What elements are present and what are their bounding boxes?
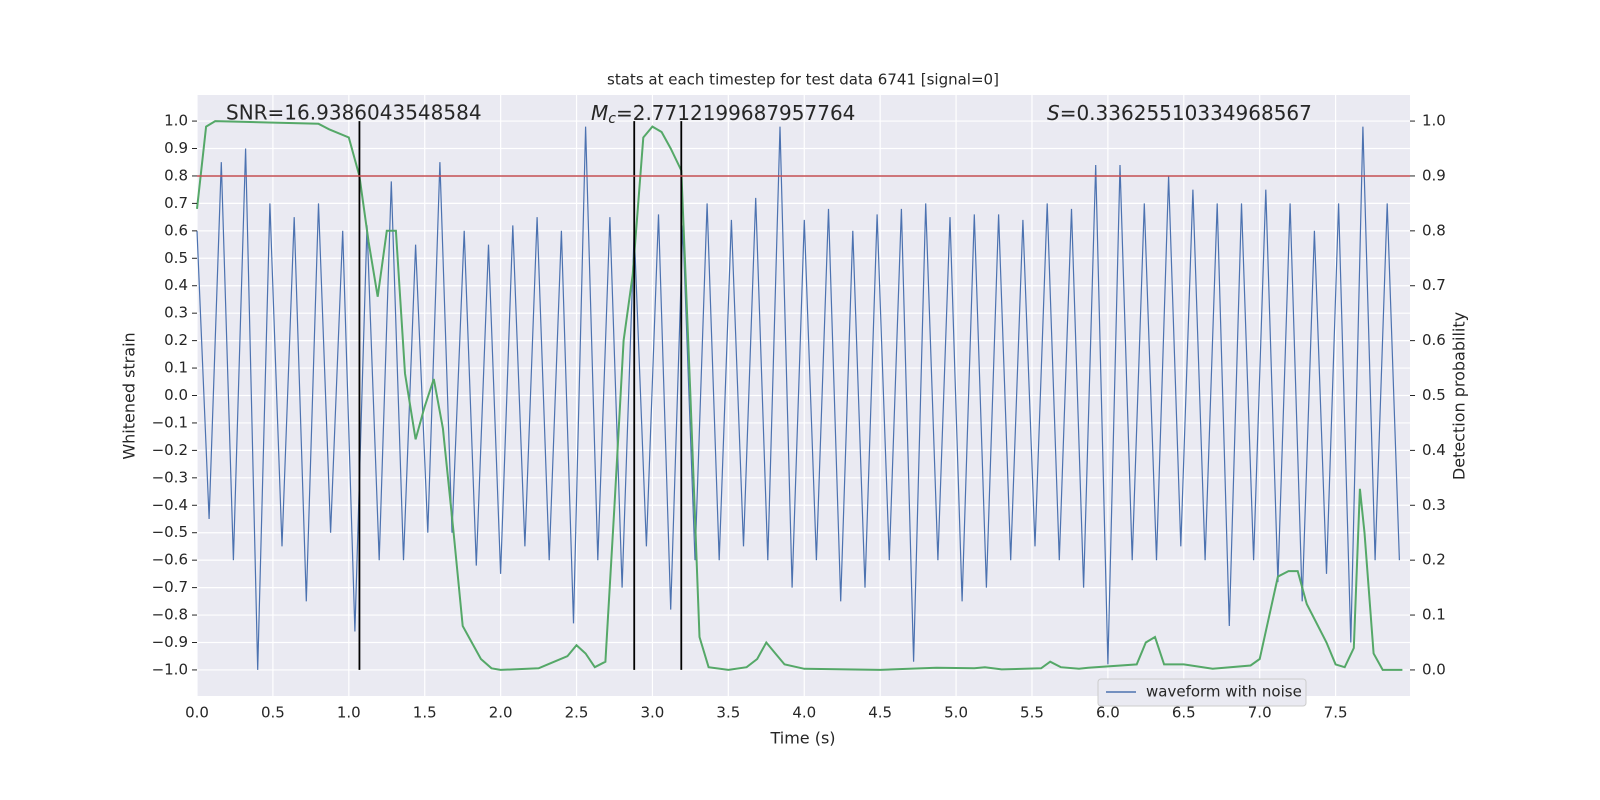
- y-tick-label: −0.4: [152, 496, 188, 514]
- y2-tick-label: 0.0: [1422, 660, 1446, 678]
- y-tick-label: 0.0: [164, 386, 188, 404]
- x-tick-label: 1.0: [337, 704, 361, 722]
- y-tick-label: 0.3: [164, 304, 188, 322]
- x-tick-label: 1.5: [413, 704, 437, 722]
- y2-tick-label: 1.0: [1422, 112, 1446, 130]
- x-tick-label: 0.0: [185, 704, 209, 722]
- y-tick-label: 1.0: [164, 112, 188, 130]
- legend: waveform with noise: [1097, 678, 1307, 707]
- y-tick-label: 0.7: [164, 194, 188, 212]
- annotation-symbol: M: [591, 101, 608, 125]
- series-line: [196, 120, 1403, 671]
- y-tick-label: 0.6: [164, 221, 188, 239]
- y-tick-label: −0.8: [152, 606, 188, 624]
- y2-tick-label: 0.8: [1422, 221, 1446, 239]
- x-axis-label: Time (s): [769, 729, 835, 748]
- x-tick-label: 5.5: [1020, 704, 1044, 722]
- x-tick-label: 4.5: [868, 704, 892, 722]
- x-tick-label: 2.0: [489, 704, 513, 722]
- y2-tick-label: 0.2: [1422, 551, 1446, 569]
- x-tick-label: 4.0: [792, 704, 816, 722]
- x-tick-label: 5.0: [944, 704, 968, 722]
- plot-content: [196, 120, 1410, 671]
- y-tick-label: 0.9: [164, 139, 188, 157]
- annotation: S=0.33625510334968567: [1047, 101, 1312, 125]
- x-tick-label: 3.5: [716, 704, 740, 722]
- y2-axis-label: Detection probability: [1450, 312, 1469, 480]
- x-tick-label: 7.5: [1324, 704, 1348, 722]
- y-tick-label: −0.2: [152, 441, 188, 459]
- legend-label: waveform with noise: [1146, 683, 1302, 701]
- y2-tick-label: 0.6: [1422, 331, 1446, 349]
- annotation-symbol: S: [1047, 101, 1060, 125]
- series-line: [196, 126, 1400, 670]
- annotation: Mc=2.7712199687957764: [591, 101, 855, 128]
- y-tick-label: −0.6: [152, 551, 188, 569]
- y2-tick-label: 0.3: [1422, 496, 1446, 514]
- y-tick-label: −0.5: [152, 523, 188, 541]
- y2-tick-label: 0.7: [1422, 276, 1446, 294]
- x-tick-label: 2.5: [565, 704, 589, 722]
- legend-box: [1097, 678, 1307, 707]
- y-tick-label: 0.2: [164, 331, 188, 349]
- y-tick-label: 0.5: [164, 249, 188, 267]
- y-tick-label: −0.9: [152, 633, 188, 651]
- y-tick-label: −0.7: [152, 578, 188, 596]
- y2-tick-label: 0.9: [1422, 166, 1446, 184]
- y-tick-label: −0.3: [152, 468, 188, 486]
- y-tick-label: 0.4: [164, 276, 188, 294]
- y-axis-label: Whitened strain: [120, 332, 139, 459]
- annotation-text: =2.7712199687957764: [616, 101, 855, 125]
- y2-tick-label: 0.5: [1422, 386, 1446, 404]
- annotation: SNR=16.9386043548584: [226, 101, 482, 125]
- x-tick-label: 6.0: [1096, 704, 1120, 722]
- x-tick-label: 3.0: [641, 704, 665, 722]
- x-tick-label: 7.0: [1248, 704, 1272, 722]
- y2-tick-label: 0.1: [1422, 606, 1446, 624]
- chart-title: stats at each timestep for test data 674…: [607, 71, 999, 89]
- annotation-text: =0.33625510334968567: [1060, 101, 1312, 125]
- x-tick-label: 0.5: [261, 704, 285, 722]
- y-tick-label: 0.1: [164, 359, 188, 377]
- y-tick-label: 0.8: [164, 166, 188, 184]
- y-tick-label: −0.1: [152, 413, 188, 431]
- y-tick-label: −1.0: [152, 660, 188, 678]
- y2-tick-label: 0.4: [1422, 441, 1446, 459]
- annotation-subscript: c: [608, 111, 616, 127]
- x-tick-label: 6.5: [1172, 704, 1196, 722]
